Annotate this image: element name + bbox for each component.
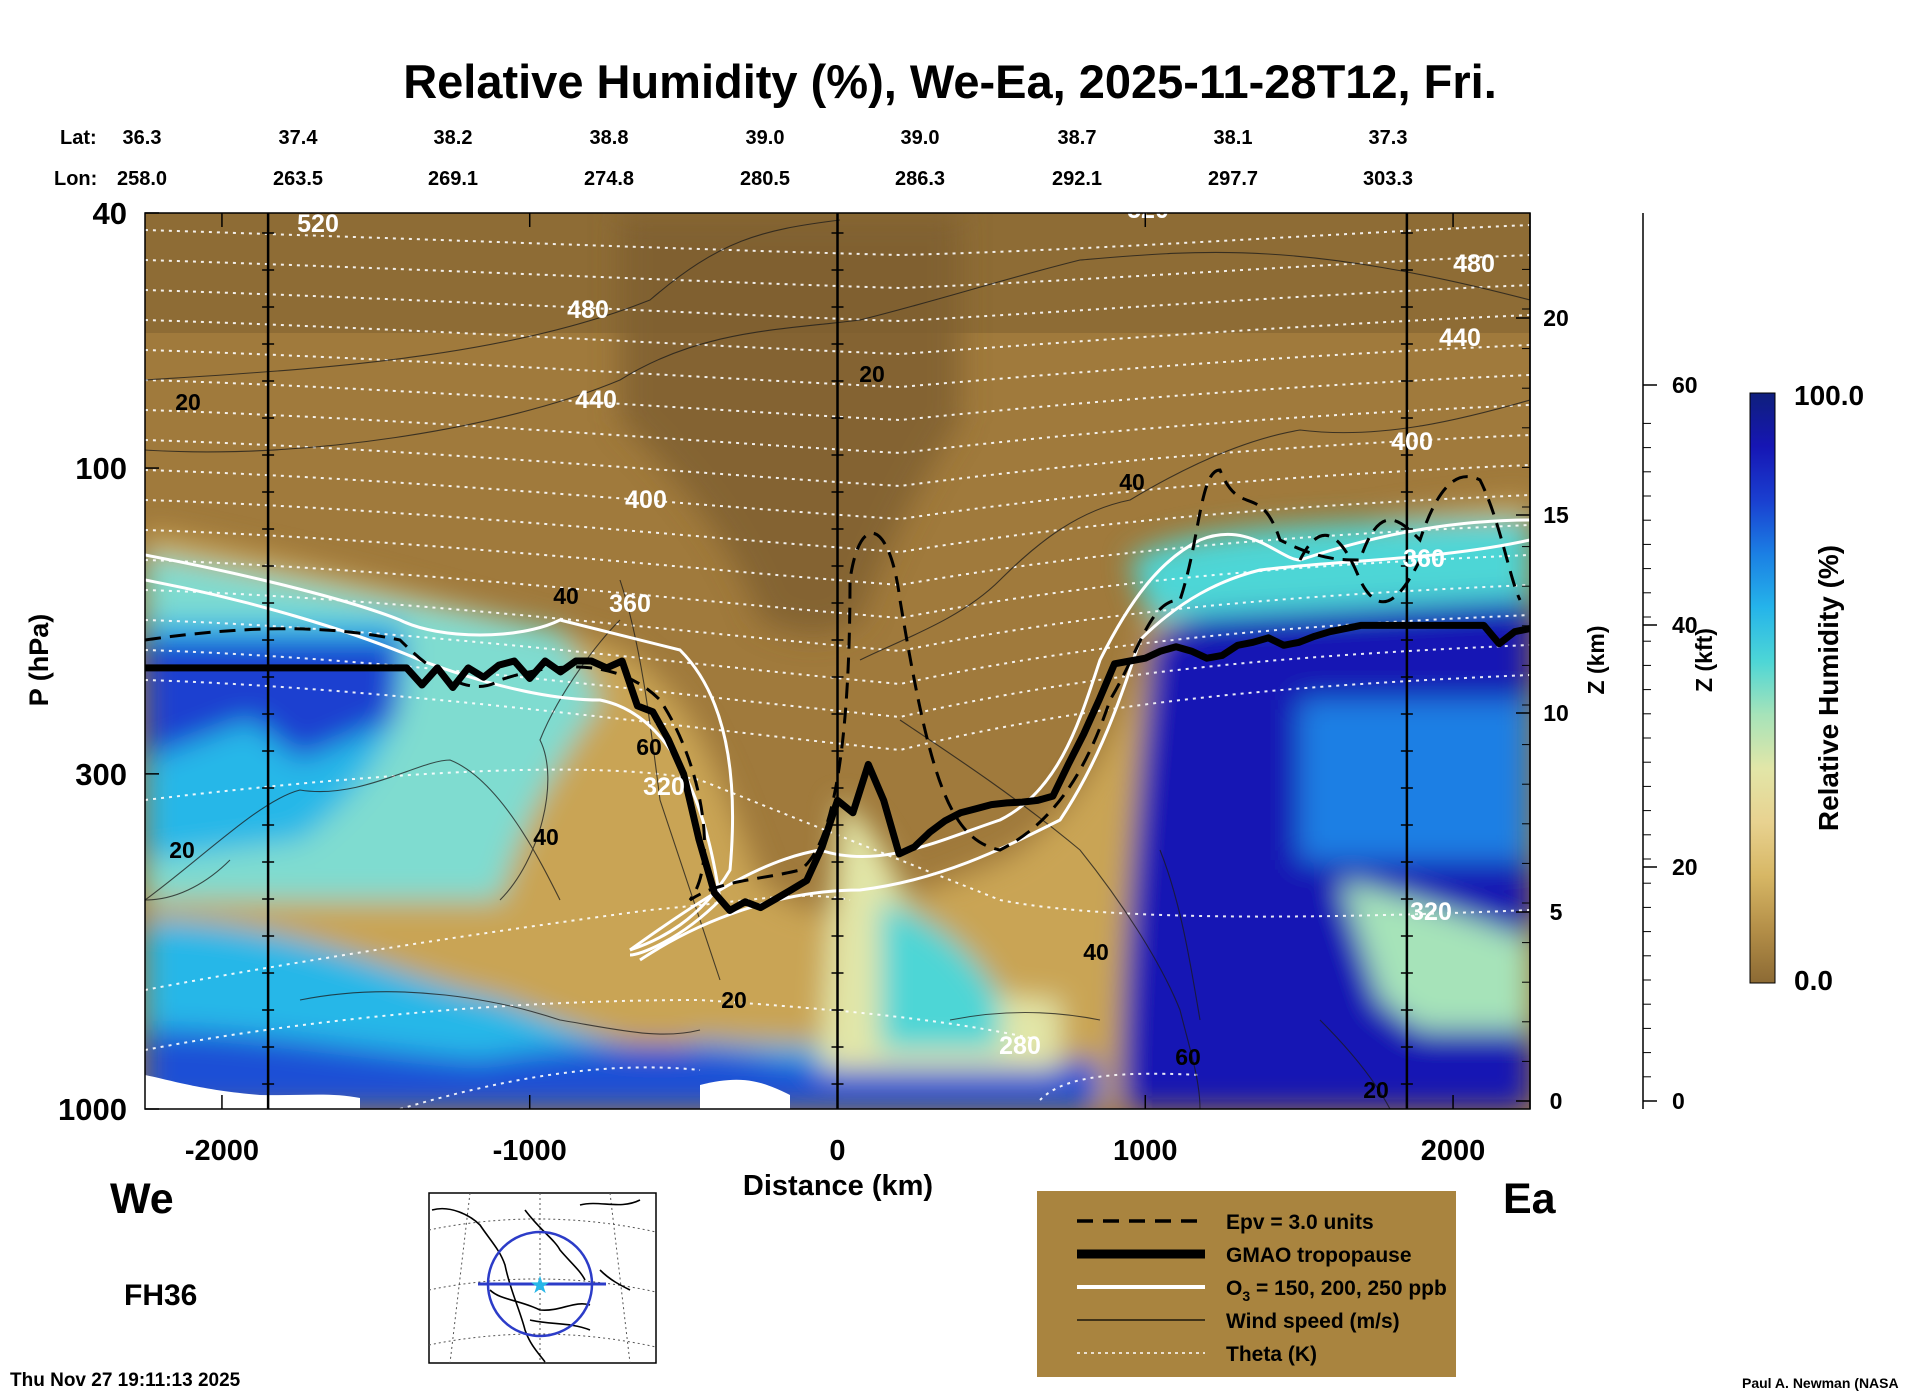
lon-row-label: Lon: bbox=[54, 168, 97, 190]
y-axis-z-kft: 0 20 40 60 bbox=[1642, 213, 1698, 1114]
colorbar: 100.0 0.0 Relative Humidity (%) bbox=[1749, 380, 1864, 996]
theta-contour-label: 480 bbox=[567, 296, 609, 324]
z-km-axis-label: Z (km) bbox=[1583, 626, 1609, 695]
theta-contour-label: 520 bbox=[1127, 196, 1169, 224]
theta-contour-label: 480 bbox=[1453, 250, 1495, 278]
theta-contour-label: 360 bbox=[609, 590, 651, 618]
theta-contour-label: 360 bbox=[1403, 545, 1445, 573]
lat-value: 37.3 bbox=[1369, 127, 1408, 149]
vertical-markers bbox=[262, 213, 1413, 1109]
chart-title: Relative Humidity (%), We-Ea, 2025-11-28… bbox=[403, 55, 1497, 108]
z-kft-tick-label: 0 bbox=[1672, 1088, 1685, 1114]
theta-contour-label: 400 bbox=[625, 486, 667, 514]
wind-contour-label: 60 bbox=[1175, 1044, 1201, 1070]
footer-timestamp: Thu Nov 27 19:11:13 2025 bbox=[10, 1370, 241, 1391]
z-km-tick-label: 5 bbox=[1550, 899, 1563, 925]
theta-contour-label: 440 bbox=[1439, 324, 1481, 352]
lon-value: 274.8 bbox=[584, 168, 634, 190]
lon-value: 303.3 bbox=[1363, 168, 1413, 190]
wind-contour-label: 40 bbox=[553, 583, 579, 609]
wind-contour-label: 20 bbox=[721, 987, 747, 1013]
wind-contour-label: 20 bbox=[1363, 1077, 1389, 1103]
legend-label: Wind speed (m/s) bbox=[1226, 1310, 1400, 1333]
lon-value: 297.7 bbox=[1208, 168, 1258, 190]
x-tick-label: -1000 bbox=[493, 1135, 567, 1167]
lat-value: 38.8 bbox=[590, 127, 629, 149]
lon-value: 280.5 bbox=[740, 168, 790, 190]
z-km-tick-label: 0 bbox=[1550, 1088, 1563, 1114]
y-axis-z-km: 0 5 10 15 20 bbox=[1516, 213, 1569, 1114]
lon-value: 292.1 bbox=[1052, 168, 1102, 190]
legend-label: GMAO tropopause bbox=[1226, 1244, 1412, 1267]
east-label: Ea bbox=[1503, 1175, 1557, 1223]
legend-label: Epv = 3.0 units bbox=[1226, 1211, 1374, 1234]
theta-contour-label: 440 bbox=[575, 386, 617, 414]
lat-value: 38.2 bbox=[434, 127, 473, 149]
y-axis-label: P (hPa) bbox=[24, 614, 54, 707]
theta-contour-label: 320 bbox=[1410, 898, 1452, 926]
wind-speed-contours bbox=[145, 219, 1530, 1109]
lat-value: 36.3 bbox=[123, 127, 162, 149]
x-tick-label: 2000 bbox=[1421, 1135, 1486, 1167]
colorbar-label: Relative Humidity (%) bbox=[1813, 545, 1844, 831]
theta-contour-label: 520 bbox=[297, 210, 339, 238]
lat-value: 39.0 bbox=[746, 127, 785, 149]
x-axis-label: Distance (km) bbox=[743, 1170, 933, 1202]
theta-contour-label: 320 bbox=[643, 773, 685, 801]
wind-contour-label: 20 bbox=[175, 389, 201, 415]
x-tick-label: 1000 bbox=[1113, 1135, 1178, 1167]
legend-label: O3 = 150, 200, 250 ppb bbox=[1226, 1277, 1447, 1304]
z-kft-axis-label: Z (kft) bbox=[1691, 628, 1717, 692]
map-inset: ★ bbox=[428, 1192, 657, 1364]
theta-contours bbox=[145, 224, 1530, 1109]
y-tick-label: 100 bbox=[75, 451, 127, 486]
wind-contour-label: 60 bbox=[636, 734, 662, 760]
x-tick-label: 0 bbox=[829, 1135, 845, 1167]
lat-value: 37.4 bbox=[279, 127, 319, 149]
y-tick-label: 1000 bbox=[58, 1092, 127, 1127]
wind-contour-label: 20 bbox=[859, 361, 885, 387]
forecast-hour: FH36 bbox=[124, 1279, 197, 1312]
z-kft-tick-label: 40 bbox=[1672, 612, 1698, 638]
plot-area: 520 480 440 400 360 320 520 480 440 400 360 320 280 2… bbox=[145, 196, 1530, 1109]
lat-lon-values: 36.3 37.4 38.2 38.8 39.0 39.0 38.7 38.1 37.3 258.… bbox=[117, 127, 1413, 190]
map-center-star-icon: ★ bbox=[529, 1272, 551, 1299]
wind-contour-label: 40 bbox=[533, 824, 559, 850]
lon-value: 258.0 bbox=[117, 168, 167, 190]
theta-contour-label: 400 bbox=[1391, 428, 1433, 456]
z-kft-tick-label: 20 bbox=[1672, 854, 1698, 880]
colorbar-min: 0.0 bbox=[1794, 965, 1833, 996]
footer-credit: Paul A. Newman (NASA bbox=[1742, 1375, 1899, 1391]
epv-contours bbox=[145, 468, 1522, 902]
legend: Epv = 3.0 units GMAO tropopause O3 = 150, … bbox=[1037, 1191, 1456, 1377]
contour-labels: 520 480 440 400 360 320 520 480 440 400 360 320 280 2… bbox=[169, 196, 1495, 1103]
lat-value: 39.0 bbox=[901, 127, 940, 149]
gmao-tropopause-line bbox=[145, 621, 1530, 914]
y-axis-pressure: 40 100 300 1000 bbox=[58, 196, 159, 1127]
x-tick-label: -2000 bbox=[185, 1135, 259, 1167]
wind-contour-label: 40 bbox=[1083, 939, 1109, 965]
lon-value: 263.5 bbox=[273, 168, 323, 190]
z-km-tick-label: 10 bbox=[1543, 700, 1569, 726]
y-tick-label: 300 bbox=[75, 757, 127, 792]
lat-row-label: Lat: bbox=[60, 127, 97, 149]
lon-value: 269.1 bbox=[428, 168, 478, 190]
wind-contour-label: 20 bbox=[169, 837, 195, 863]
lat-value: 38.7 bbox=[1058, 127, 1097, 149]
z-km-tick-label: 20 bbox=[1543, 305, 1569, 331]
wind-contour-label: 40 bbox=[1119, 469, 1145, 495]
colorbar-max: 100.0 bbox=[1794, 380, 1864, 411]
lat-value: 38.1 bbox=[1214, 127, 1253, 149]
z-km-tick-label: 15 bbox=[1543, 502, 1569, 528]
west-label: We bbox=[110, 1175, 174, 1223]
lon-value: 286.3 bbox=[895, 168, 945, 190]
y-tick-label: 40 bbox=[93, 196, 127, 231]
z-kft-tick-label: 60 bbox=[1672, 372, 1698, 398]
legend-label: Theta (K) bbox=[1226, 1343, 1317, 1366]
x-axis: -2000 -1000 0 1000 2000 bbox=[185, 213, 1485, 1167]
theta-contour-label: 280 bbox=[999, 1032, 1041, 1060]
